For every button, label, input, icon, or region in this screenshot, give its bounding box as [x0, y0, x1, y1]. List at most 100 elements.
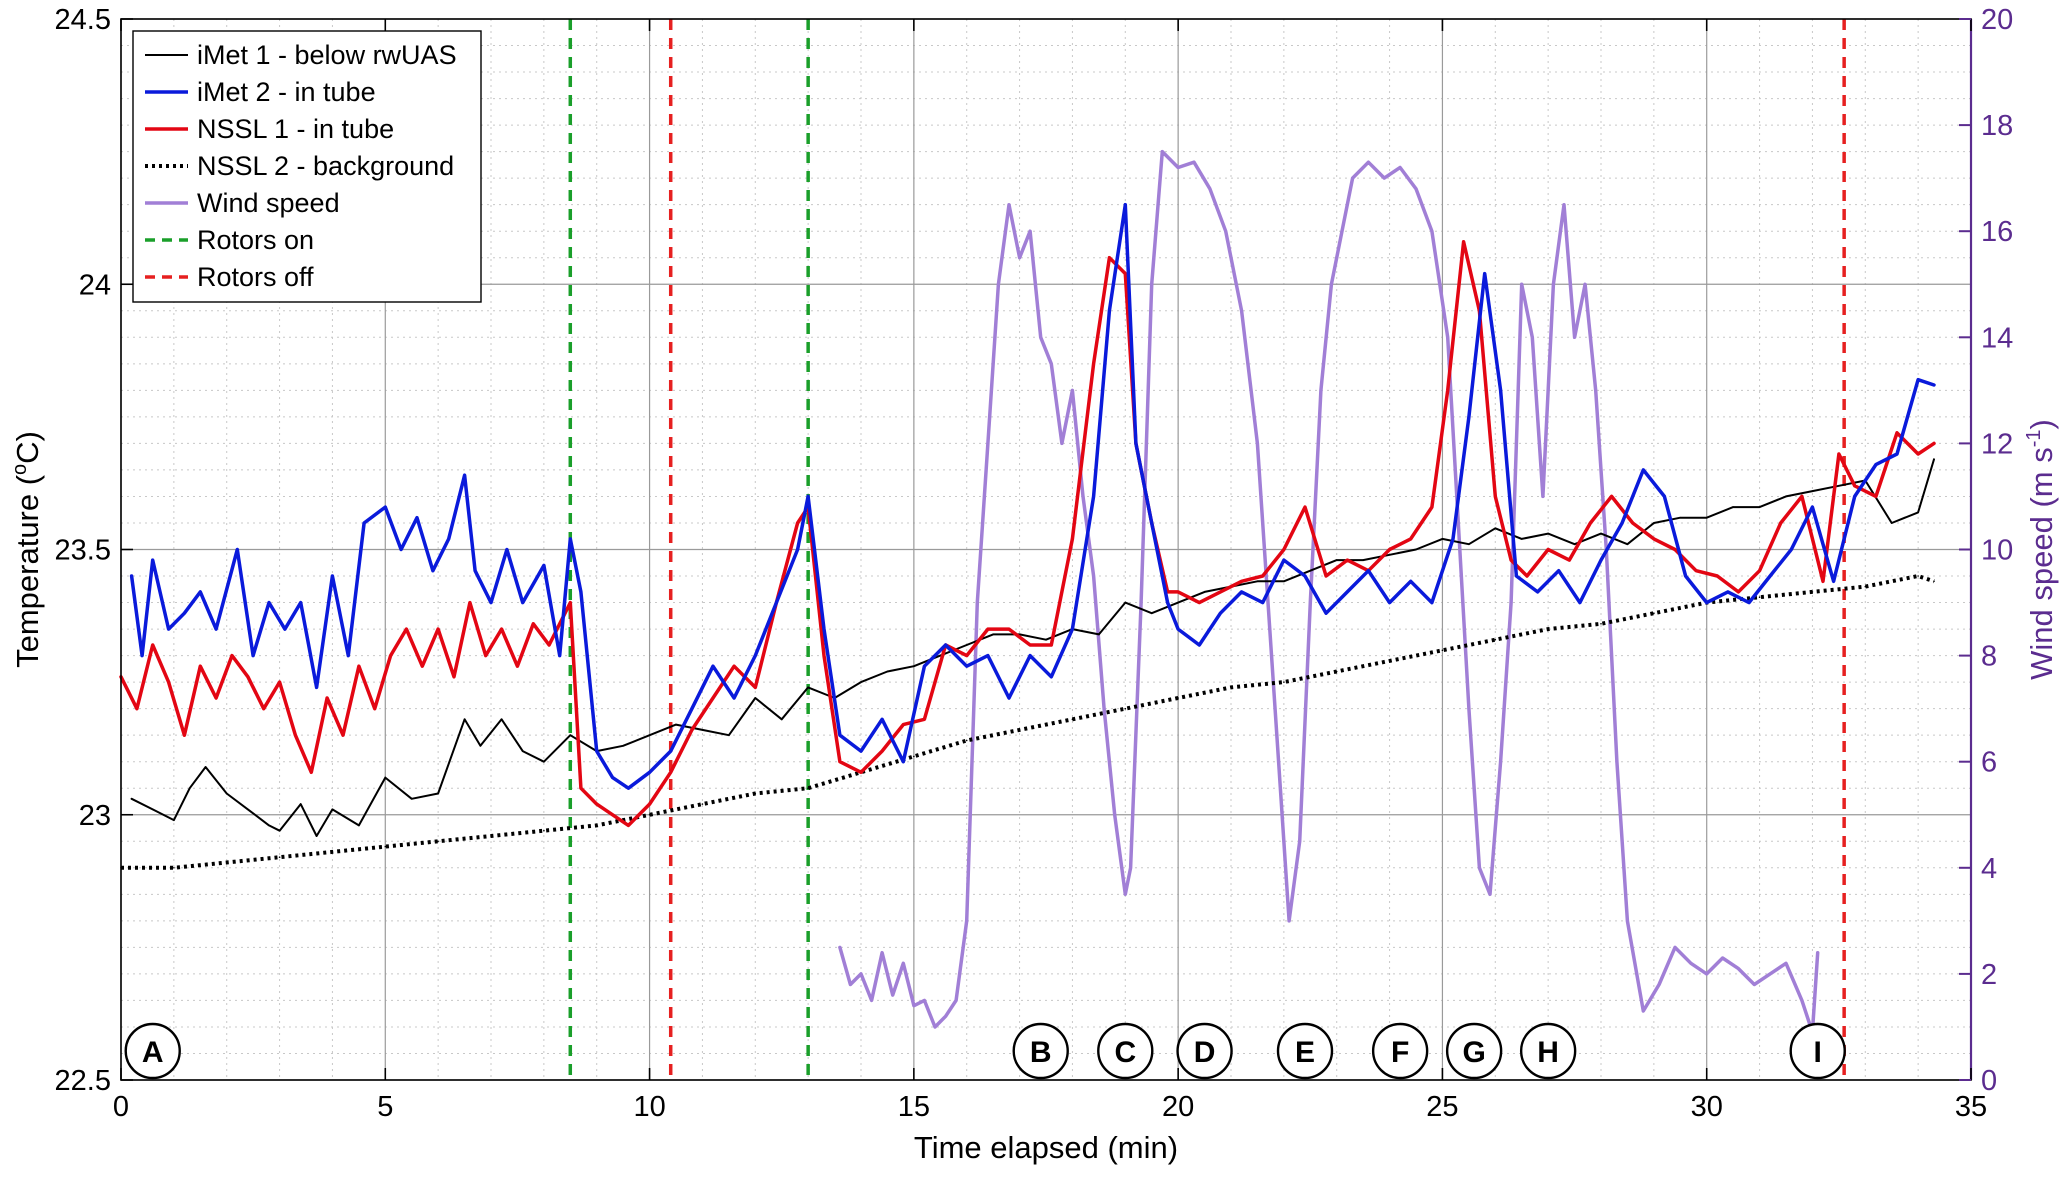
nssl1-point	[167, 681, 170, 683]
nssl1-point	[1346, 559, 1349, 561]
wind-point	[1573, 336, 1576, 339]
imet2-point	[490, 601, 492, 604]
wind-point	[1082, 495, 1084, 498]
wind-point	[1124, 893, 1127, 896]
wind-point	[1071, 389, 1074, 392]
imet2-point	[1029, 654, 1031, 657]
nssl1-point	[310, 771, 313, 774]
imet1-point	[807, 686, 809, 689]
nssl1-point	[469, 601, 471, 604]
wind-point	[1431, 230, 1433, 232]
nssl1-point	[839, 760, 841, 763]
nssl1-point	[373, 707, 376, 710]
event-marker-circle	[1519, 1022, 1577, 1080]
nssl2-point	[1441, 649, 1444, 652]
imet1-point	[188, 787, 191, 789]
nssl1-point	[1071, 538, 1074, 540]
imet2-point	[807, 495, 809, 498]
nssl1-point	[1674, 548, 1676, 551]
imet1-point	[701, 729, 704, 731]
event-marker-label: C	[1114, 1036, 1136, 1069]
nssl1-point	[484, 654, 487, 657]
event-marker-circle	[1012, 1022, 1069, 1080]
imet1-point	[299, 803, 302, 805]
right-axis-label-base: Wind speed (m s	[2024, 447, 2059, 680]
imet2-point	[1790, 548, 1793, 551]
y-tick-label: 23.5	[55, 535, 111, 567]
nssl2-point	[543, 829, 545, 832]
nssl1-point	[1610, 495, 1613, 498]
wind-point	[1658, 983, 1660, 986]
imet1-point	[1811, 490, 1814, 492]
wind-point	[965, 920, 968, 922]
imet1-point	[1335, 559, 1338, 561]
imet1-point	[1758, 506, 1761, 508]
nssl2-point	[913, 755, 915, 758]
imet2-point	[1008, 697, 1010, 699]
wind-point	[1563, 203, 1565, 206]
nssl1-point	[1853, 485, 1856, 487]
imet1-point	[247, 808, 249, 811]
wind-point	[1674, 946, 1676, 949]
wind-point	[1050, 363, 1053, 365]
wind-point	[1150, 283, 1153, 286]
imet2-point	[944, 644, 947, 646]
nssl1-point	[1240, 580, 1243, 583]
nssl1-point	[1108, 256, 1111, 259]
wind-point	[1383, 177, 1386, 179]
imet2-point	[1150, 522, 1153, 524]
imet2-point	[669, 750, 672, 752]
nssl1-point	[199, 665, 202, 667]
imet1-point	[1705, 516, 1708, 519]
nssl2-point	[1547, 628, 1549, 630]
imet2-point	[1727, 591, 1729, 593]
imet1-point	[913, 665, 915, 667]
wind-point	[1594, 389, 1597, 392]
wind-point	[1224, 230, 1227, 232]
imet2-point	[284, 628, 286, 630]
wind-point	[913, 1004, 915, 1007]
nssl1-point	[1695, 569, 1697, 572]
nssl1-point	[1219, 591, 1222, 593]
imet1-point	[1933, 458, 1935, 461]
wind-point	[1240, 310, 1243, 312]
imet1-point	[1415, 548, 1417, 551]
imet2-point	[543, 564, 545, 567]
x-tick-label: 20	[1162, 1091, 1194, 1123]
imet2-point	[1621, 522, 1623, 524]
nssl2-point	[1494, 638, 1497, 641]
nssl1-point	[1896, 432, 1898, 434]
nssl1-point	[1198, 601, 1201, 604]
legend-label: Wind speed	[197, 188, 340, 218]
nssl1-point	[421, 665, 424, 667]
nssl2-point	[701, 803, 704, 805]
nssl2-point	[1388, 660, 1391, 662]
nssl2-point	[595, 824, 598, 827]
wind-point	[1510, 601, 1512, 604]
rotor-event-lines	[568, 19, 1846, 1080]
imet2-point	[1811, 506, 1814, 508]
nssl1-point	[1589, 522, 1592, 524]
right-tick-label: 12	[1981, 428, 2013, 460]
imet2-point	[236, 548, 239, 551]
imet1-point	[1309, 569, 1312, 572]
imet2-point	[1198, 644, 1201, 646]
legend-label: iMet 1 - below rwUAS	[197, 40, 457, 70]
wind-point	[1520, 283, 1523, 286]
imet2-point	[611, 776, 614, 779]
imet2-point	[1557, 569, 1560, 572]
y-tick-label: 23	[79, 800, 111, 832]
imet1-point	[1283, 580, 1285, 583]
nssl2-point	[754, 792, 757, 795]
imet1-point	[1362, 559, 1364, 561]
imet1-point	[1494, 527, 1497, 530]
imet1-point	[754, 697, 757, 699]
imet2-point	[199, 591, 202, 593]
imet1-point	[331, 808, 334, 811]
legend-label: NSSL 2 - background	[197, 151, 454, 181]
imet1-point	[860, 681, 862, 683]
nssl1-point	[1547, 548, 1549, 551]
nssl2-point	[1864, 585, 1867, 588]
nssl1-point	[881, 750, 883, 752]
wind-point	[1801, 999, 1803, 1002]
